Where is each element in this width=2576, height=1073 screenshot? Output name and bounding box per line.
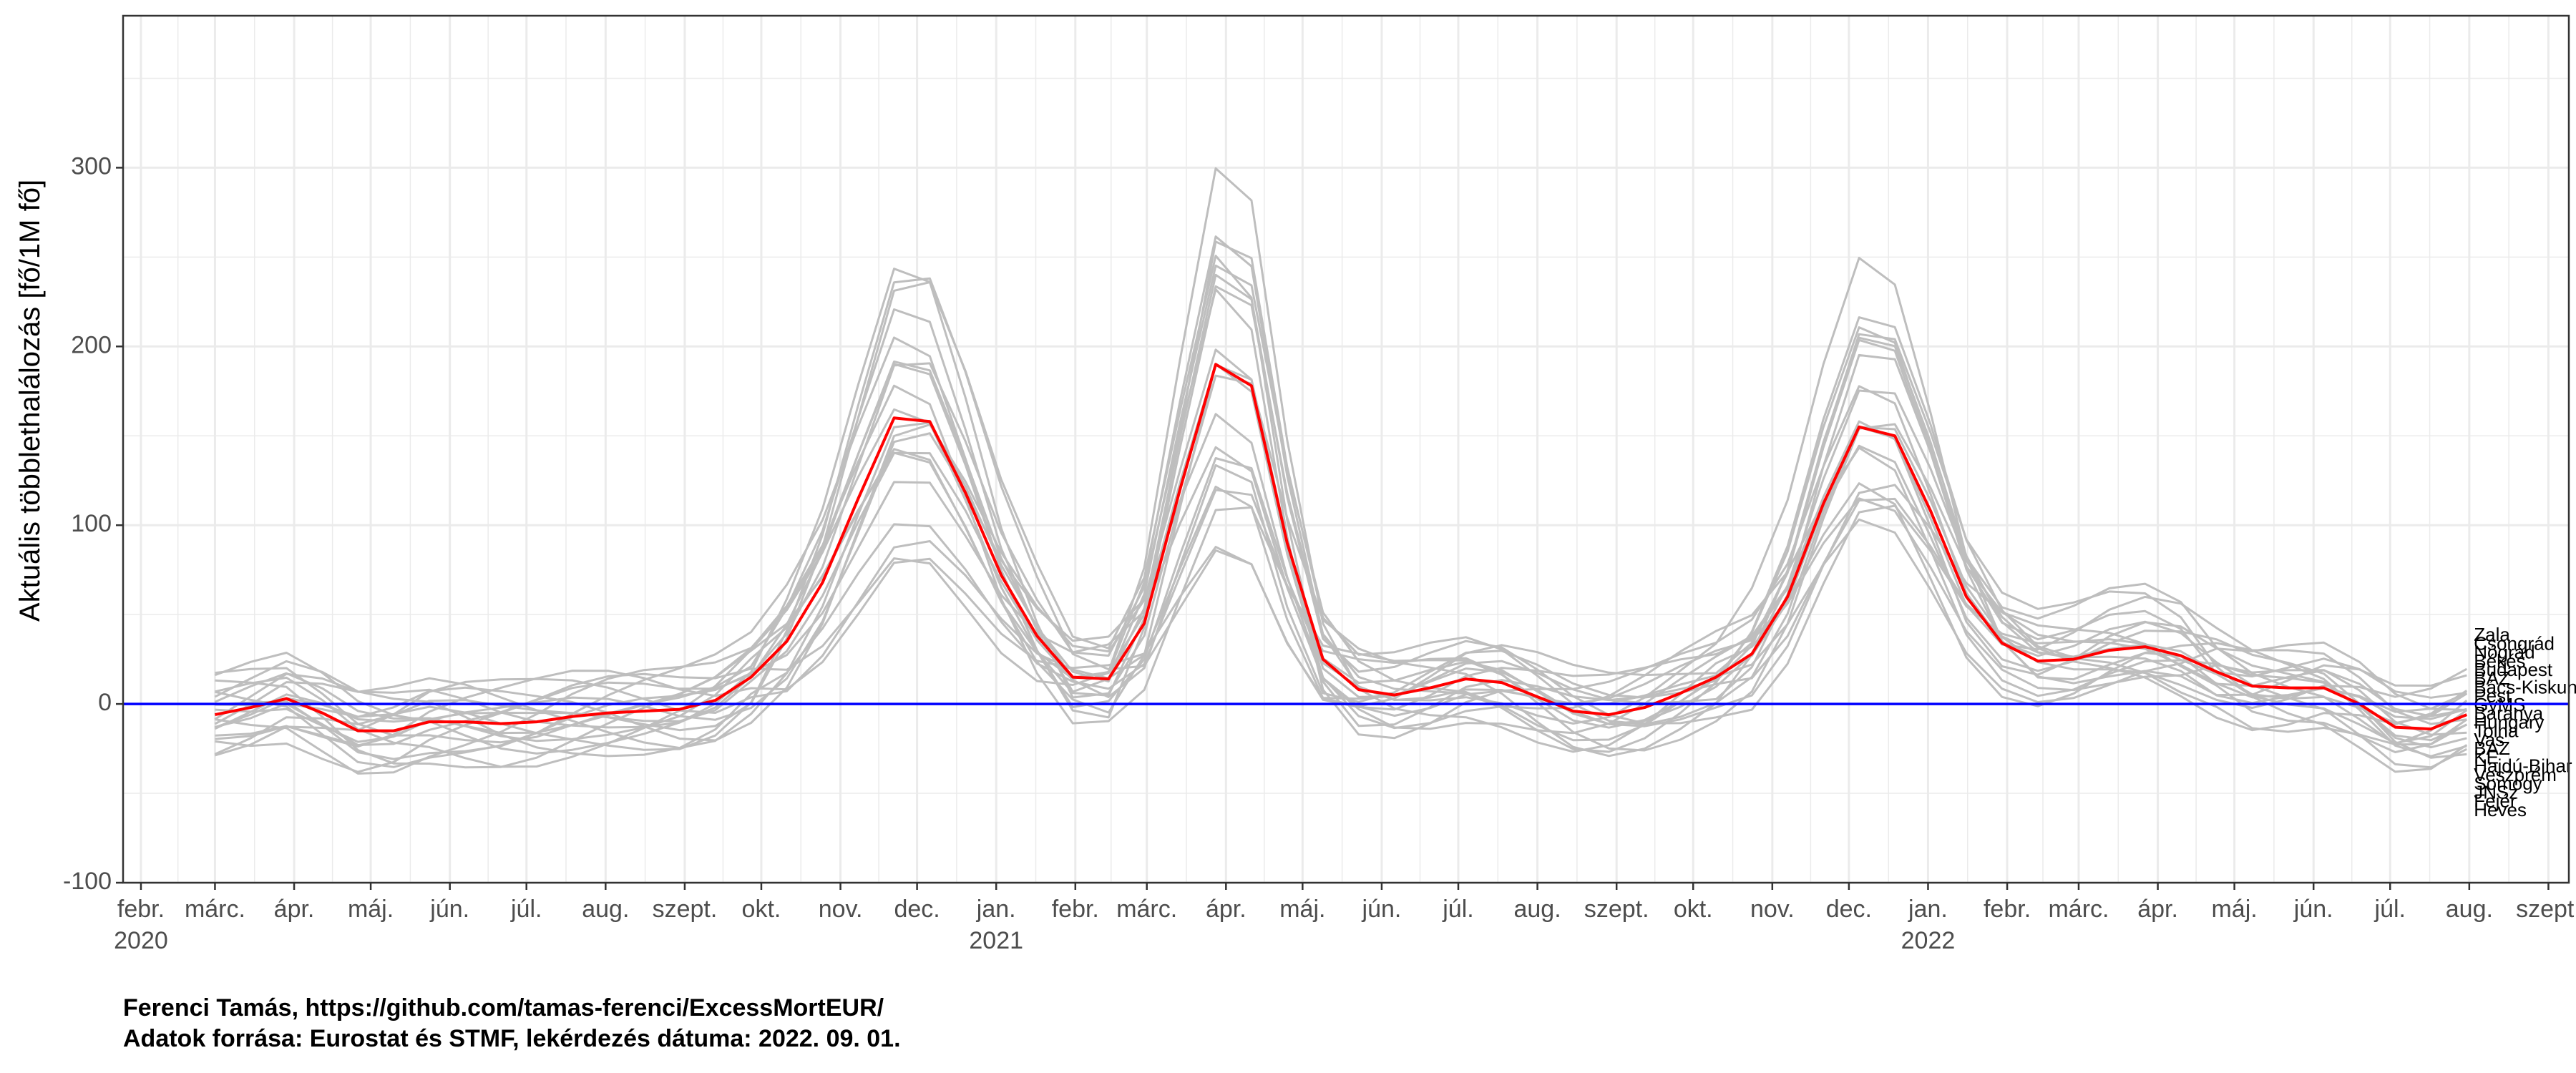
y-axis-title: Aktuális többlethalálozás [fő/1M fő] [14,180,46,622]
county-label: BAZ [2474,738,2510,759]
x-tick-label: szept. [653,896,718,923]
county-line [215,348,2468,746]
county-line [215,264,2467,744]
x-tick-label: júl. [2374,896,2406,923]
series-line-hungary [215,363,2468,733]
x-tick-label: dec. [1826,896,1872,923]
x-tick-year-label: 2021 [969,927,1023,954]
x-tick-label: febr. [117,896,165,923]
x-tick-label: jún. [1362,896,1402,923]
x-tick-label: ápr. [274,896,315,923]
x-tick-label: jan. [1908,896,1948,923]
county-line [214,423,2467,758]
x-tick-label: máj. [1279,896,1325,923]
county-label: JNSz [2474,781,2518,803]
county-label-layer: ZalaCsongrádNógrádBékésBudapestBAZBács-K… [2474,624,2576,820]
county-label: Csongrád [2474,632,2555,654]
county-line [215,444,2467,768]
x-tick-label: jan. [976,896,1016,923]
x-tick-label: ápr. [2137,896,2178,923]
x-tick-label: aug. [2446,896,2493,923]
county-label: Veszprém [2474,764,2557,785]
x-tick-label: szept. [2516,896,2576,923]
x-tick-label: jún. [2293,896,2333,923]
x-tick-label: júl. [1442,896,1473,923]
county-label: Heves [2474,799,2527,820]
county-label: Baranya [2474,702,2543,724]
county-label: Vas [2474,729,2504,750]
x-tick-label: aug. [1513,896,1561,923]
county-label: Bács-Kiskun [2474,676,2576,697]
county-line [214,363,2468,743]
county-label: Tolna [2474,720,2519,742]
grid-layer [123,16,2569,884]
x-tick-label: márc. [1116,896,1177,923]
y-tick-label: 0 [98,689,112,716]
x-tick-label: nov. [819,896,863,923]
axis-layer: -100 0 100 200 300 febr. 2020 márc. ápr. máj. jún.… [63,14,2576,954]
x-tick-label: ápr. [1206,896,1246,923]
x-tick-label: okt. [742,896,781,923]
y-tick-label: 100 [71,510,112,537]
county-label: KE [2474,746,2499,768]
county-line [214,338,2468,757]
panel-border [122,14,2570,884]
source-caption-data: Adatok forrása: Eurostat és STMF, lekérd… [123,1025,901,1052]
county-line [214,273,2468,750]
county-label: BAZ [2474,667,2510,689]
county-label: Hajdú-Bihar [2474,755,2572,777]
x-tick-label: nov. [1750,896,1795,923]
x-tick-label: aug. [582,896,629,923]
y-tick-label: -100 [63,868,112,895]
county-label: Békés [2474,650,2525,672]
x-tick-label: febr. [1984,896,2031,923]
x-tick-label: dec. [894,896,940,923]
x-tick-year-label: 2020 [114,927,168,954]
x-tick-label: jún. [429,896,469,923]
x-tick-label: máj. [348,896,394,923]
x-tick-label: máj. [2211,896,2257,923]
county-label: Fejér [2474,790,2517,812]
county-line [215,288,2467,773]
x-tick-label: okt. [1674,896,1713,923]
highlight-series-layer [215,363,2468,733]
x-tick-year-label: 2022 [1901,927,1956,954]
x-tick-label: márc. [185,896,245,923]
county-lines [214,167,2468,775]
x-tick-label: szept. [1584,896,1649,923]
source-caption-author: Ferenci Tamás, https://github.com/tamas-… [123,994,884,1021]
county-label: Somogy [2474,773,2542,794]
county-label: Hungary [2474,711,2544,733]
county-label: Nógrád [2474,642,2534,663]
x-tick-label: márc. [2048,896,2109,923]
x-tick-label: febr. [1052,896,1099,923]
x-tick-label: júl. [510,896,542,923]
county-line [215,413,2467,758]
county-label: Budapest [2474,659,2553,680]
y-tick-label: 300 [71,152,112,180]
county-line [214,277,2468,753]
y-tick-label: 200 [71,331,112,358]
county-label: Zala [2474,624,2510,645]
